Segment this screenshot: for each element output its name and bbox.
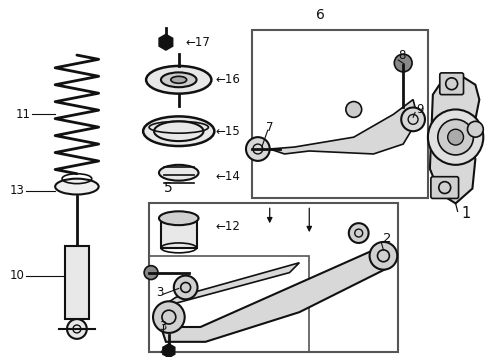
Circle shape — [437, 120, 472, 155]
Ellipse shape — [170, 76, 186, 83]
Polygon shape — [163, 344, 175, 357]
Text: 10: 10 — [10, 269, 24, 282]
Text: 9: 9 — [415, 103, 423, 116]
Polygon shape — [159, 34, 172, 50]
Polygon shape — [269, 100, 417, 154]
Text: 3: 3 — [159, 320, 166, 333]
Circle shape — [369, 242, 396, 270]
Circle shape — [245, 137, 269, 161]
Text: 13: 13 — [10, 184, 24, 197]
Text: 8: 8 — [397, 49, 405, 62]
Bar — [149, 256, 308, 352]
Polygon shape — [161, 263, 299, 307]
Bar — [149, 203, 397, 352]
Polygon shape — [429, 75, 478, 203]
Circle shape — [427, 109, 482, 165]
Circle shape — [153, 301, 184, 333]
Circle shape — [467, 121, 482, 137]
Circle shape — [348, 223, 368, 243]
Circle shape — [345, 102, 361, 117]
Bar — [65, 246, 89, 319]
Text: ←14: ←14 — [215, 170, 240, 183]
Circle shape — [393, 54, 411, 72]
Ellipse shape — [55, 179, 99, 194]
Ellipse shape — [161, 72, 196, 87]
Text: 11: 11 — [16, 108, 30, 121]
Polygon shape — [161, 248, 387, 342]
Text: ←15: ←15 — [215, 125, 240, 138]
FancyBboxPatch shape — [439, 73, 463, 95]
Ellipse shape — [159, 211, 198, 225]
Circle shape — [400, 108, 424, 131]
FancyBboxPatch shape — [430, 177, 458, 198]
Bar — [251, 30, 427, 198]
Text: ←12: ←12 — [215, 220, 240, 233]
Circle shape — [173, 275, 197, 299]
Circle shape — [67, 319, 86, 339]
Text: ←16: ←16 — [215, 73, 240, 86]
Ellipse shape — [146, 66, 211, 94]
Text: 4: 4 — [159, 345, 166, 358]
Text: 5: 5 — [163, 181, 172, 195]
Circle shape — [144, 266, 158, 279]
Text: 1: 1 — [461, 206, 470, 221]
Ellipse shape — [159, 165, 198, 181]
Text: 3: 3 — [156, 286, 163, 299]
Bar — [161, 218, 196, 248]
Text: 6: 6 — [315, 8, 324, 22]
Text: 2: 2 — [383, 231, 391, 244]
Circle shape — [447, 129, 463, 145]
Text: ←17: ←17 — [185, 36, 210, 49]
Text: 7: 7 — [265, 121, 273, 134]
Ellipse shape — [143, 116, 214, 146]
